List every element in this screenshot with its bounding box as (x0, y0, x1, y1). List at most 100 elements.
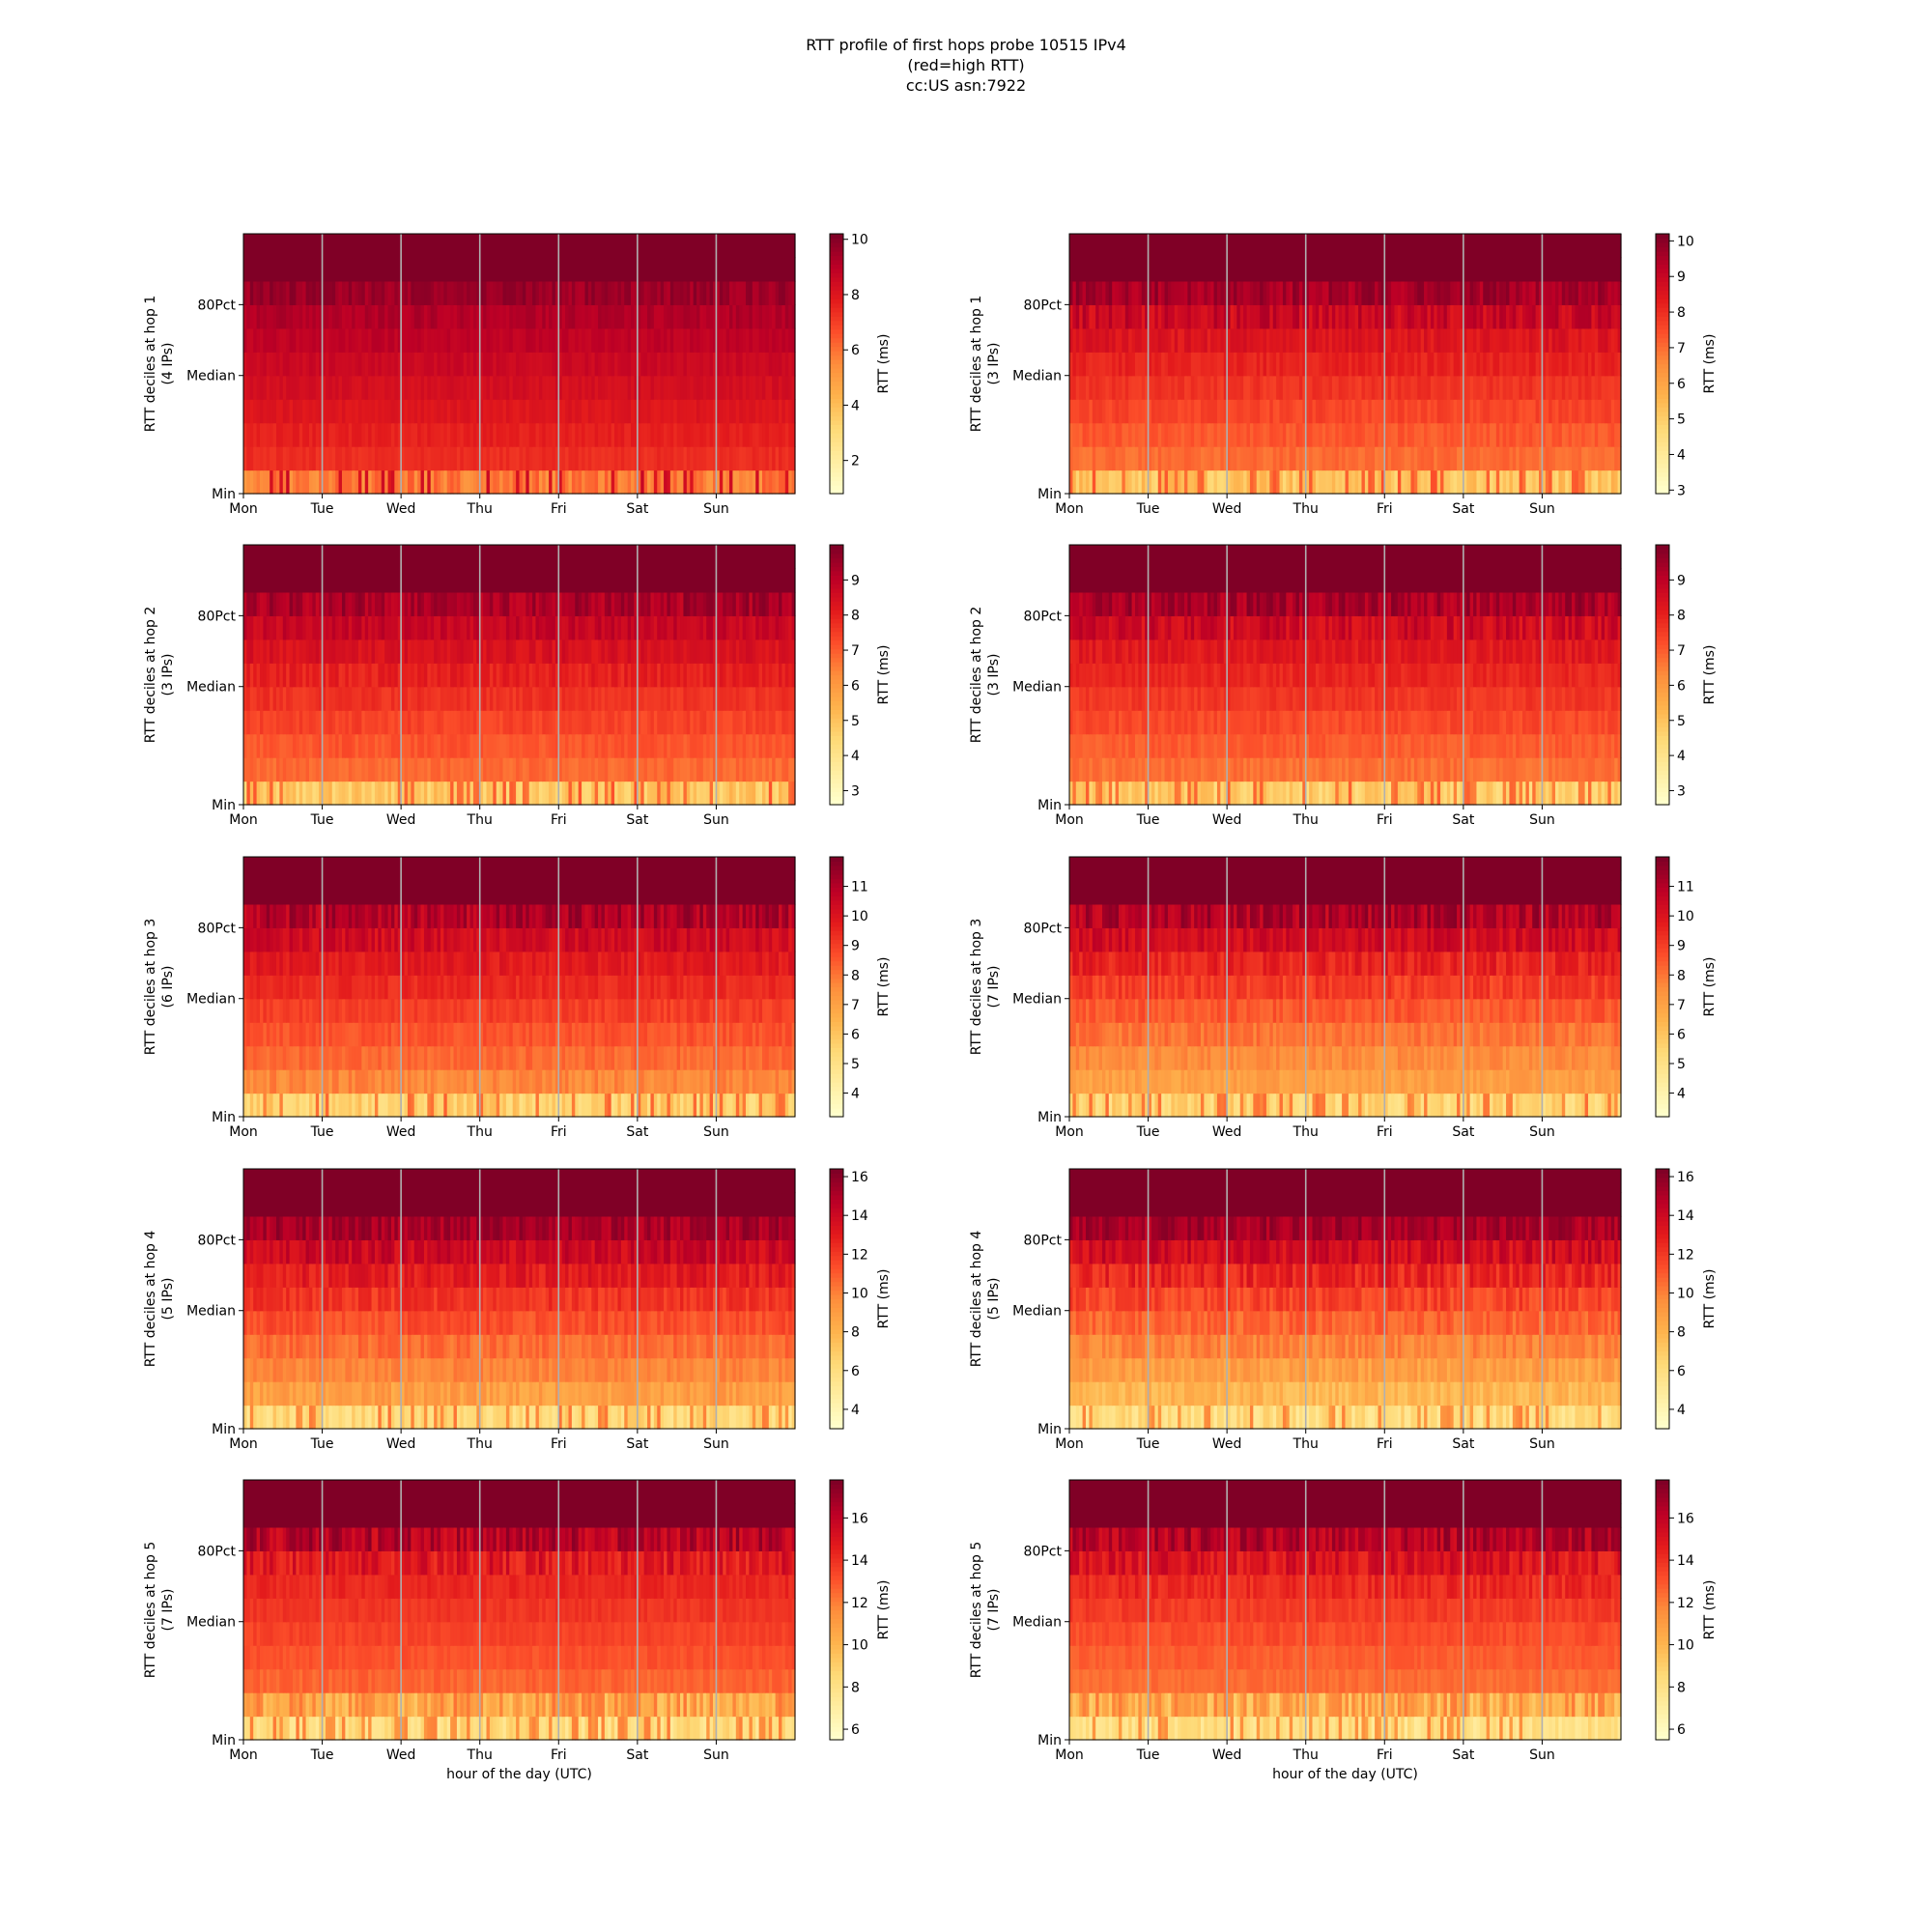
colorbar-segment (1656, 476, 1669, 482)
heatmap-cell (755, 375, 760, 400)
heatmap-cell (450, 352, 455, 377)
heatmap-cell (430, 446, 435, 471)
heatmap-cell (259, 733, 264, 758)
heatmap-cell (739, 234, 744, 259)
heatmap-cell (275, 257, 280, 282)
heatmap-cell (509, 446, 514, 471)
heatmap-cell (578, 422, 582, 447)
heatmap-cell (472, 399, 477, 424)
heatmap-cell (296, 352, 300, 377)
heatmap-cell (584, 469, 589, 495)
colorbar-segment (830, 476, 843, 482)
heatmap-cell (430, 352, 435, 377)
heatmap-cell (676, 375, 681, 400)
heatmap-cell (483, 280, 488, 305)
heatmap-cell (489, 399, 494, 424)
heatmap-cell (732, 304, 737, 329)
heatmap-cell (558, 375, 563, 400)
heatmap-cell (667, 352, 671, 377)
colorbar-segment (830, 428, 843, 434)
colorbar-segment (830, 311, 843, 317)
heatmap-cell (341, 234, 346, 259)
heatmap-cell (423, 234, 428, 259)
heatmap-cell (476, 234, 481, 259)
heatmap-cell (394, 352, 399, 377)
heatmap-cell (554, 399, 559, 424)
heatmap-cell (627, 257, 632, 282)
heatmap-cell (404, 234, 409, 259)
heatmap-cell (315, 280, 320, 305)
heatmap-cell (368, 399, 373, 424)
heatmap-cell (302, 399, 307, 424)
heatmap-cell (345, 639, 350, 664)
heatmap-cell (315, 234, 320, 259)
heatmap-cell (772, 234, 777, 259)
heatmap-cell (669, 446, 674, 471)
heatmap-cell (427, 304, 432, 329)
colorbar-segment (1656, 255, 1669, 261)
colorbar-segment (1656, 328, 1669, 334)
heatmap-cell (315, 781, 320, 806)
heatmap-cell (627, 375, 632, 400)
heatmap-cell (746, 352, 751, 377)
heatmap-cell (390, 234, 395, 259)
heatmap-cell (552, 257, 556, 282)
heatmap-cell (713, 352, 718, 377)
heatmap-cell (732, 257, 737, 282)
colorbar-segment (830, 259, 843, 265)
heatmap-cell (673, 327, 678, 353)
heatmap-cell (742, 327, 747, 353)
heatmap-cell (587, 304, 592, 329)
heatmap-cell (538, 399, 543, 424)
heatmap-cell (781, 327, 786, 353)
heatmap-cell (413, 352, 418, 377)
heatmap-cell (749, 257, 753, 282)
heatmap-cell (325, 327, 329, 353)
heatmap-cell (637, 399, 641, 424)
heatmap-cell (565, 327, 570, 353)
heatmap-cell (249, 352, 254, 377)
heatmap-cell (739, 280, 744, 305)
heatmap-cell (683, 422, 688, 447)
heatmap-cell (469, 280, 474, 305)
heatmap-cell (361, 304, 366, 329)
heatmap-cell (693, 375, 697, 400)
heatmap-cell (456, 399, 461, 424)
heatmap-cell (752, 257, 756, 282)
heatmap-cell (355, 375, 359, 400)
colorbar-segment (1656, 281, 1669, 287)
heatmap-cell (423, 399, 428, 424)
heatmap-cell (762, 422, 767, 447)
heatmap-cell (624, 304, 629, 329)
heatmap-cell (338, 375, 343, 400)
heatmap-cell (627, 280, 632, 305)
heatmap-cell (554, 327, 559, 353)
heatmap-cell (463, 327, 468, 353)
heatmap-cell (706, 469, 711, 495)
heatmap-cell (371, 257, 376, 282)
heatmap-cell (594, 234, 599, 259)
heatmap-cell (263, 304, 268, 329)
heatmap-cell (496, 352, 500, 377)
heatmap-cell (259, 280, 264, 305)
colorbar-tick-label: 8 (1677, 305, 1686, 321)
heatmap-cell (308, 257, 313, 282)
heatmap-cell (361, 639, 366, 664)
heatmap-cell (305, 422, 310, 447)
heatmap-cell (413, 733, 418, 758)
heatmap-cell (716, 446, 721, 471)
heatmap-cell (338, 422, 343, 447)
heatmap-cell (696, 422, 701, 447)
heatmap-cell (390, 304, 395, 329)
heatmap-cell (512, 327, 517, 353)
heatmap-cell (779, 304, 783, 329)
heatmap-cell (279, 422, 284, 447)
heatmap-cell (472, 352, 477, 377)
heatmap-cell (528, 304, 533, 329)
heatmap-cell (401, 446, 406, 471)
heatmap-cell (496, 234, 500, 259)
heatmap-cell (298, 304, 303, 329)
heatmap-cell (509, 399, 514, 424)
heatmap-cell (775, 327, 780, 353)
heatmap-cell (352, 280, 356, 305)
